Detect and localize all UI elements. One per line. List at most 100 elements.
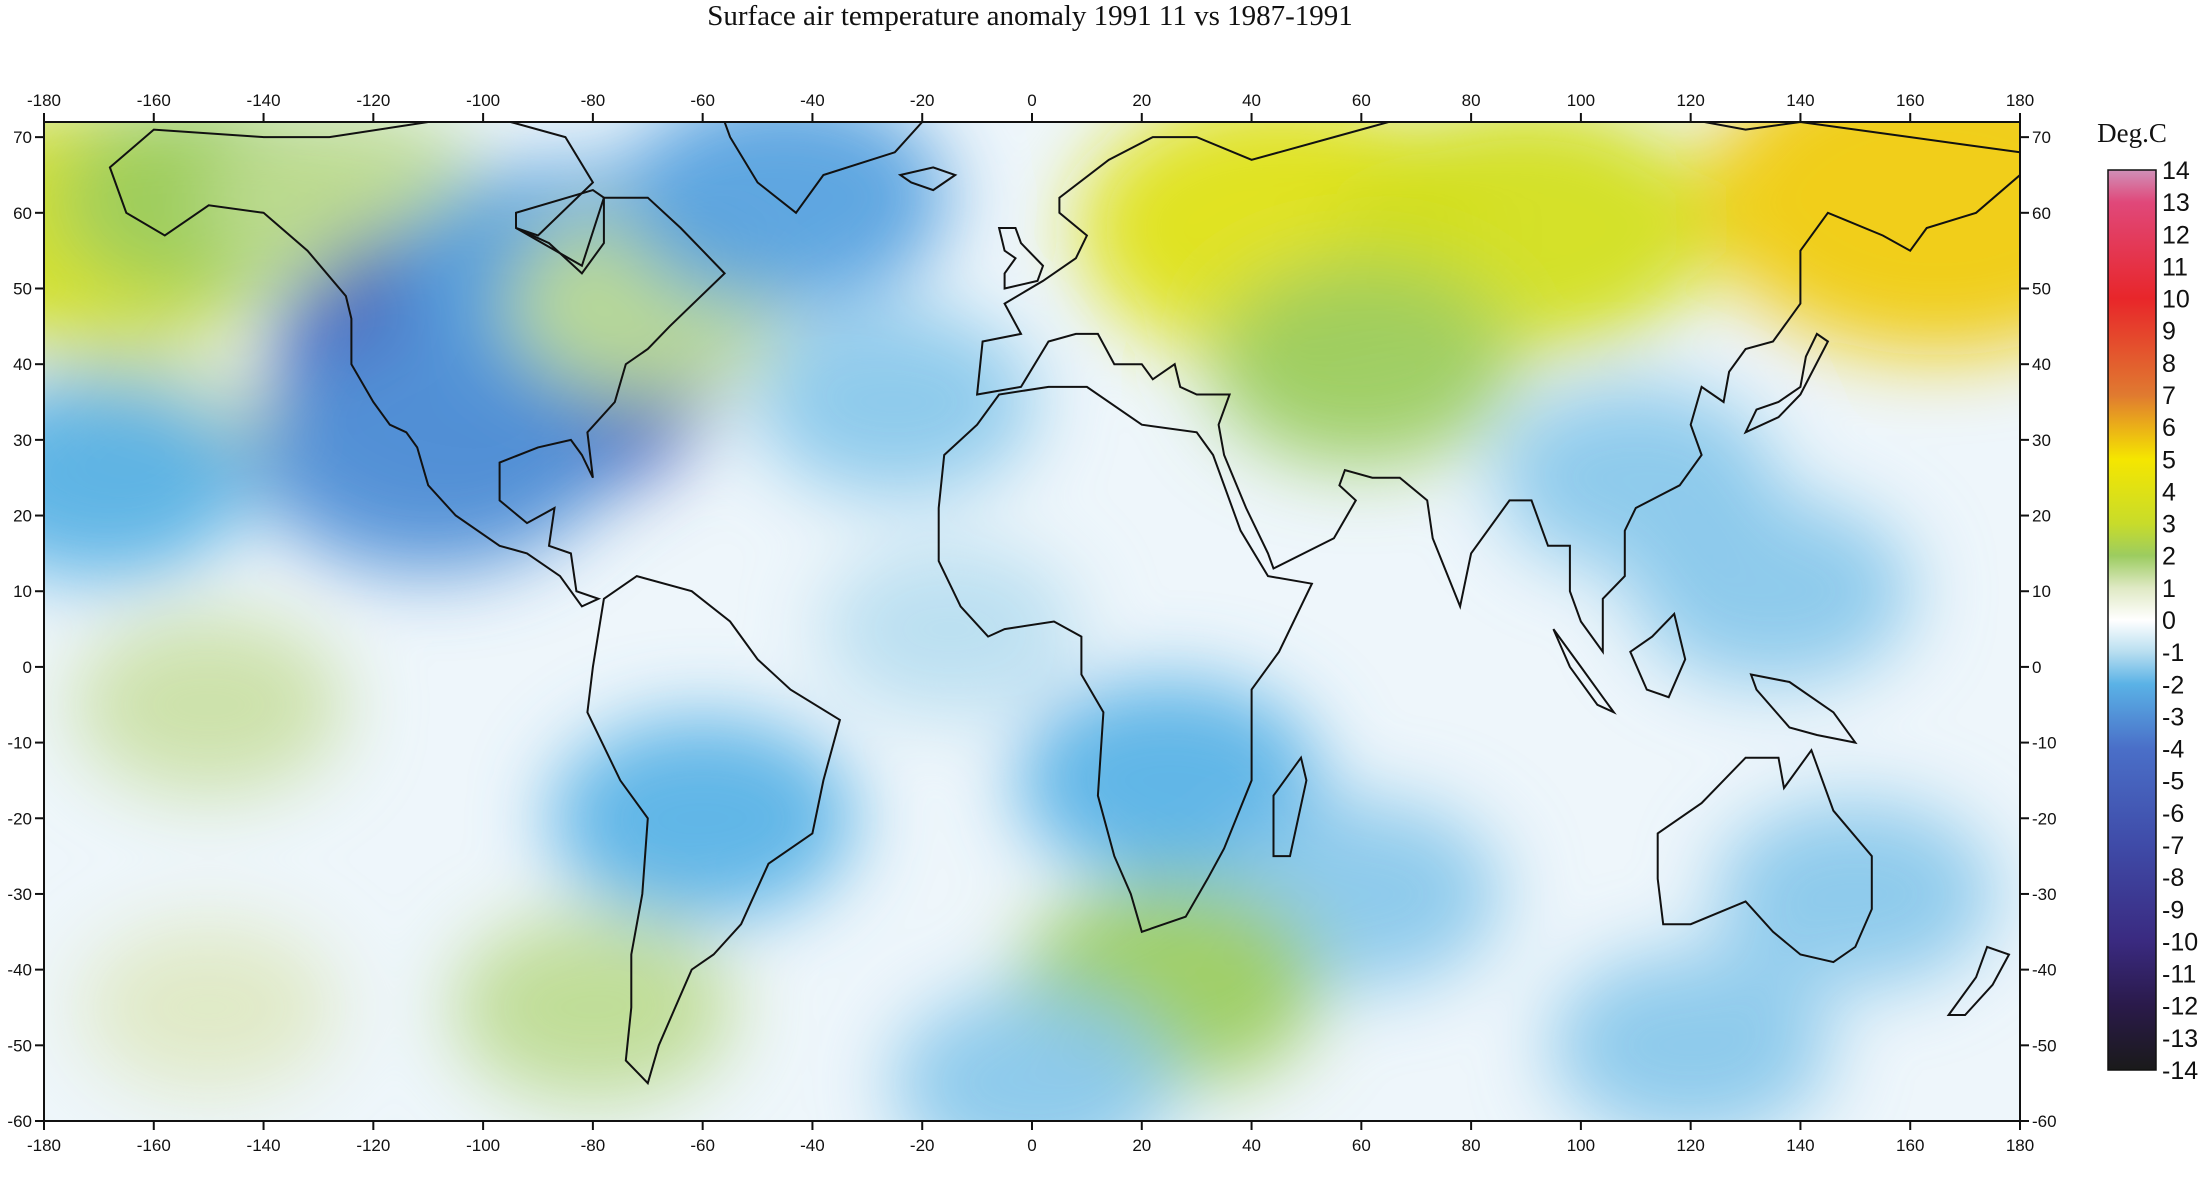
x-tick-label-top: 60 — [1352, 91, 1371, 110]
y-tick-label-left: 50 — [13, 280, 32, 299]
colorbar-level-label: -12 — [2162, 993, 2198, 1021]
colorbar-level-label: 11 — [2162, 253, 2188, 281]
x-tick-label-top: 140 — [1786, 91, 1814, 110]
colorbar-level-label: -5 — [2162, 768, 2184, 796]
y-tick-label-right: 10 — [2032, 582, 2051, 601]
anomaly-cell — [44, 375, 252, 580]
colorbar-level-label: 12 — [2162, 221, 2190, 249]
y-tick-label-left: -30 — [7, 885, 32, 904]
x-tick-label-top: 100 — [1567, 91, 1595, 110]
africa-outline — [937, 385, 1314, 934]
colorbar-level-label: -7 — [2162, 832, 2184, 860]
anomaly-cell — [753, 308, 1036, 497]
colorbar-level-label: 13 — [2162, 189, 2190, 217]
x-tick-label-bottom: 20 — [1132, 1136, 1151, 1155]
australia-outline — [1656, 748, 1873, 964]
axes: -180-180-160-160-140-140-120-120-100-100… — [7, 91, 2056, 1155]
iceland-outline — [897, 166, 958, 192]
eurasia-outline — [975, 122, 2020, 655]
x-tick-label-bottom: 80 — [1462, 1136, 1481, 1155]
colorbar-level-label: -4 — [2162, 736, 2184, 764]
x-tick-label-bottom: -120 — [356, 1136, 390, 1155]
colorbar-title: Deg.C — [2097, 118, 2167, 148]
x-tick-label-top: 80 — [1462, 91, 1481, 110]
colorbar-level-label: -2 — [2162, 671, 2184, 699]
new-guinea-outline — [1749, 673, 1858, 745]
british-isles-outline — [997, 227, 1045, 290]
x-tick-label-bottom: 140 — [1786, 1136, 1814, 1155]
y-tick-label-right: 0 — [2032, 658, 2041, 677]
y-tick-label-right: -30 — [2032, 885, 2057, 904]
y-tick-label-left: 20 — [13, 507, 32, 526]
japan-outline — [1743, 332, 1830, 435]
x-tick-label-bottom: -60 — [690, 1136, 715, 1155]
y-tick-label-left: -40 — [7, 961, 32, 980]
colorbar-level-label: -11 — [2162, 961, 2196, 989]
y-tick-label-right: 40 — [2032, 355, 2051, 374]
x-tick-label-top: -120 — [356, 91, 390, 110]
y-tick-label-left: 10 — [13, 582, 32, 601]
y-tick-label-left: -50 — [7, 1036, 32, 1055]
colorbar-level-label: 2 — [2162, 543, 2176, 571]
colorbar-level-label: -1 — [2162, 639, 2184, 667]
x-tick-label-top: -40 — [800, 91, 825, 110]
x-tick-label-top: 0 — [1027, 91, 1036, 110]
new-zealand-outline — [1946, 945, 2011, 1016]
x-tick-label-bottom: 160 — [1896, 1136, 1924, 1155]
x-tick-label-top: -60 — [690, 91, 715, 110]
y-tick-label-left: 40 — [13, 355, 32, 374]
colorbar-level-label: 0 — [2162, 607, 2176, 635]
x-tick-label-bottom: 0 — [1027, 1136, 1036, 1155]
map-title: Surface air temperature anomaly 1991 11 … — [707, 0, 1353, 32]
colorbar: Deg.C14131211109876543210-1-2-3-4-5-6-7-… — [2097, 118, 2198, 1085]
anomaly-cell — [1016, 678, 1323, 883]
colorbar-level-label: 10 — [2162, 286, 2190, 314]
colorbar-level-label: -14 — [2162, 1057, 2198, 1085]
anomaly-cell — [1549, 951, 1832, 1121]
colorbar-level-label: 3 — [2162, 511, 2176, 539]
y-tick-label-left: 60 — [13, 204, 32, 223]
y-tick-label-left: -10 — [7, 734, 32, 753]
anomaly-cell — [1208, 262, 1515, 467]
colorbar-level-label: 8 — [2162, 350, 2176, 378]
anomaly-cell — [1714, 799, 1997, 988]
y-tick-label-left: 70 — [13, 128, 32, 147]
colorbar-level-label: -6 — [2162, 800, 2184, 828]
sumatra-outline — [1552, 628, 1617, 715]
y-tick-label-right: -50 — [2032, 1036, 2057, 1055]
x-tick-label-top: -80 — [581, 91, 606, 110]
colorbar-level-label: 5 — [2162, 446, 2176, 474]
x-tick-label-top: 180 — [2006, 91, 2034, 110]
x-tick-label-top: -180 — [27, 91, 61, 110]
anomaly-cell — [79, 921, 338, 1094]
y-tick-label-right: -60 — [2032, 1112, 2057, 1131]
x-tick-label-bottom: 120 — [1676, 1136, 1704, 1155]
y-tick-label-left: 30 — [13, 431, 32, 450]
colorbar-level-label: 4 — [2162, 478, 2176, 506]
x-tick-label-top: -160 — [137, 91, 171, 110]
x-tick-label-bottom: 100 — [1567, 1136, 1595, 1155]
plot-area — [43, 121, 2021, 1122]
colorbar-level-label: 7 — [2162, 382, 2176, 410]
borneo-outline — [1629, 611, 1687, 699]
x-tick-label-top: -140 — [247, 91, 281, 110]
anomaly-cell — [1700, 122, 2020, 356]
y-tick-label-right: -20 — [2032, 809, 2057, 828]
anomaly-cell — [72, 613, 345, 796]
x-tick-label-bottom: 180 — [2006, 1136, 2034, 1155]
colorbar-level-label: -10 — [2162, 928, 2198, 956]
north-america-outline — [108, 122, 727, 608]
x-tick-label-bottom: -100 — [466, 1136, 500, 1155]
y-tick-label-right: 60 — [2032, 204, 2051, 223]
y-tick-label-left: -60 — [7, 1112, 32, 1131]
colorbar-level-label: 9 — [2162, 318, 2176, 346]
colorbar-level-label: 6 — [2162, 414, 2176, 442]
y-tick-label-right: 20 — [2032, 507, 2051, 526]
y-tick-label-right: 30 — [2032, 431, 2051, 450]
colorbar-level-label: -8 — [2162, 864, 2184, 892]
colorbar-scale — [2107, 169, 2157, 1071]
x-tick-label-top: 40 — [1242, 91, 1261, 110]
x-tick-label-top: 120 — [1676, 91, 1704, 110]
y-tick-label-left: -20 — [7, 809, 32, 828]
